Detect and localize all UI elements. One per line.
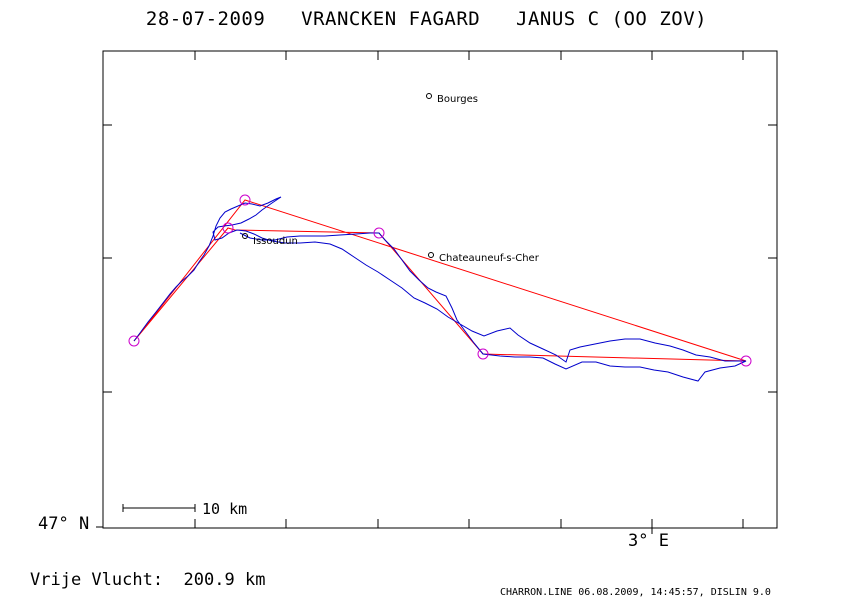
chateauneuf-marker [428, 252, 434, 258]
turnpoint-4 [740, 355, 752, 367]
city-label-issoudun: Issoudun [253, 236, 298, 247]
turnpoint-1 [239, 194, 251, 206]
lon-axis-label: 3° E [628, 531, 669, 551]
turnpoint-5 [222, 222, 234, 234]
task-route [133, 199, 747, 362]
flight-date: 28-07-2009 [145, 8, 266, 30]
footer-info: CHARRON.LINE 06.08.2009, 14:45:57, DISLI… [500, 587, 771, 598]
turnpoint-2 [373, 227, 385, 239]
turnpoints [128, 194, 752, 367]
map-title: 28-07-2009 VRANCKEN FAGARD JANUS C (OO Z… [0, 8, 853, 30]
scale-bar [122, 504, 196, 512]
scale-bar-label: 10 km [202, 500, 248, 518]
distance-value: 200.9 km [183, 570, 266, 590]
flight-track [133, 196, 747, 382]
map-frame [102, 50, 778, 529]
city-label-chateauneuf: Chateauneuf-s-Cher [439, 253, 539, 264]
distance-summary: Vrije Vlucht: 200.9 km [30, 570, 265, 590]
distance-label: Vrije Vlucht: [30, 570, 164, 590]
frame-ticks [103, 51, 777, 528]
turnpoint-start [128, 335, 140, 347]
glider-name: JANUS C (OO ZOV) [516, 8, 708, 30]
city-markers [242, 93, 434, 258]
pilot-names: VRANCKEN FAGARD [301, 8, 481, 30]
turnpoint-3 [477, 348, 489, 360]
issoudun-marker [242, 233, 248, 239]
city-label-bourges: Bourges [437, 94, 478, 105]
bourges-marker [426, 93, 432, 99]
lat-axis-label: 47° N [38, 514, 90, 534]
